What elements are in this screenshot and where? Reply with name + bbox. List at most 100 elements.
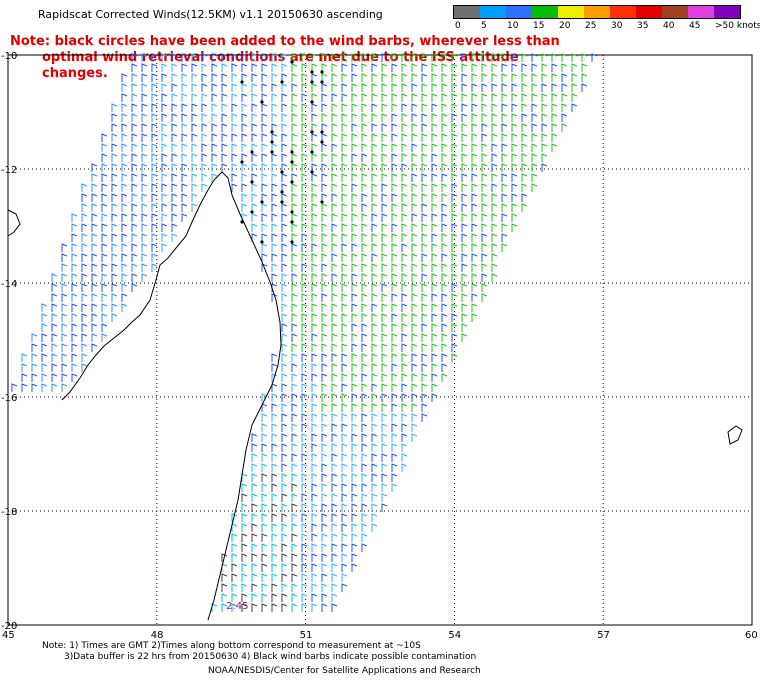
wind-barb xyxy=(551,83,558,92)
wind-barb xyxy=(421,283,428,292)
wind-barb xyxy=(401,313,408,322)
wind-barb xyxy=(421,103,428,112)
wind-barb xyxy=(301,383,308,392)
wind-barb xyxy=(461,253,468,262)
wind-barb xyxy=(121,163,128,172)
wind-barb xyxy=(541,163,548,172)
wind-barb xyxy=(291,103,298,112)
wind-barb xyxy=(81,193,88,202)
wind-barb xyxy=(271,463,278,472)
wind-barb xyxy=(141,133,148,142)
longitude-label: 51 xyxy=(300,630,313,641)
wind-barb xyxy=(531,93,538,102)
wind-barb xyxy=(51,323,58,332)
wind-barb xyxy=(451,63,458,72)
wind-barb xyxy=(441,183,448,192)
wind-barb xyxy=(191,133,198,142)
wind-barb xyxy=(131,203,138,212)
wind-barb xyxy=(401,463,408,472)
wind-barb xyxy=(581,63,588,72)
wind-barb xyxy=(501,103,508,112)
wind-barb xyxy=(401,183,408,192)
wind-barb xyxy=(541,83,548,92)
wind-barb xyxy=(561,73,568,82)
wind-barb xyxy=(441,273,448,282)
wind-barb xyxy=(241,483,248,492)
wind-barb xyxy=(461,323,468,332)
wind-barb xyxy=(251,143,258,152)
wind-barb xyxy=(481,133,488,142)
wind-barb xyxy=(281,283,288,292)
wind-barb xyxy=(341,343,348,352)
wind-barb xyxy=(311,603,318,612)
wind-barb xyxy=(381,213,388,222)
wind-barb xyxy=(251,523,258,532)
wind-barb xyxy=(361,313,368,322)
wind-barb xyxy=(141,103,148,112)
wind-barb xyxy=(401,233,408,242)
wind-barb xyxy=(501,73,508,82)
wind-barb xyxy=(371,393,378,402)
legend-tick-label: 15 xyxy=(533,21,545,31)
wind-barb xyxy=(511,63,518,72)
wind-barb xyxy=(491,233,498,242)
wind-barb xyxy=(371,283,378,292)
wind-barb xyxy=(101,183,108,192)
wind-barb xyxy=(551,133,558,142)
wind-barb xyxy=(101,323,108,332)
wind-barb xyxy=(221,553,228,562)
wind-barb xyxy=(161,193,168,202)
wind-barb xyxy=(51,303,58,312)
wind-barb xyxy=(321,493,328,502)
wind-barb xyxy=(311,113,318,122)
wind-barb xyxy=(531,143,538,152)
wind-barb xyxy=(151,163,158,172)
legend-swatch xyxy=(688,6,714,18)
wind-barb xyxy=(511,213,518,222)
wind-barb xyxy=(331,223,338,232)
legend-swatch xyxy=(558,6,584,18)
wind-barb xyxy=(471,113,478,122)
wind-barb xyxy=(381,353,388,362)
wind-barb xyxy=(511,153,518,162)
wind-barb xyxy=(521,163,528,172)
time-annotation: 2:45 xyxy=(226,601,248,612)
wind-barb xyxy=(321,343,328,352)
wind-barb xyxy=(511,53,518,62)
wind-barb xyxy=(371,203,378,212)
latitude-label: -10 xyxy=(1,51,17,62)
wind-barb xyxy=(291,543,298,552)
wind-barb xyxy=(131,73,138,82)
wind-barb xyxy=(341,323,348,332)
wind-barb xyxy=(381,373,388,382)
wind-barb xyxy=(341,553,348,562)
wind-barb xyxy=(341,383,348,392)
wind-barb xyxy=(301,253,308,262)
wind-barb xyxy=(331,333,338,342)
wind-barb xyxy=(231,573,238,582)
wind-barb xyxy=(421,203,428,212)
wind-barb xyxy=(441,223,448,232)
wind-barb xyxy=(361,153,368,162)
wind-barb xyxy=(401,223,408,232)
wind-barb xyxy=(121,263,128,272)
wind-barb xyxy=(211,143,218,152)
wind-barb xyxy=(321,563,328,572)
wind-barb xyxy=(161,213,168,222)
wind-barb xyxy=(271,293,278,302)
wind-barb xyxy=(301,153,308,162)
wind-barb xyxy=(111,113,118,122)
wind-barb xyxy=(271,383,278,392)
wind-barb xyxy=(461,103,468,112)
wind-barb xyxy=(221,63,228,72)
wind-barb xyxy=(351,173,358,182)
wind-barb xyxy=(341,483,348,492)
wind-barb xyxy=(431,213,438,222)
wind-barb xyxy=(181,53,188,62)
wind-barb xyxy=(351,193,358,202)
wind-barb xyxy=(241,163,248,172)
wind-barb xyxy=(151,243,158,252)
wind-barb xyxy=(341,313,348,322)
wind-barb xyxy=(121,213,128,222)
wind-barb xyxy=(151,63,158,72)
